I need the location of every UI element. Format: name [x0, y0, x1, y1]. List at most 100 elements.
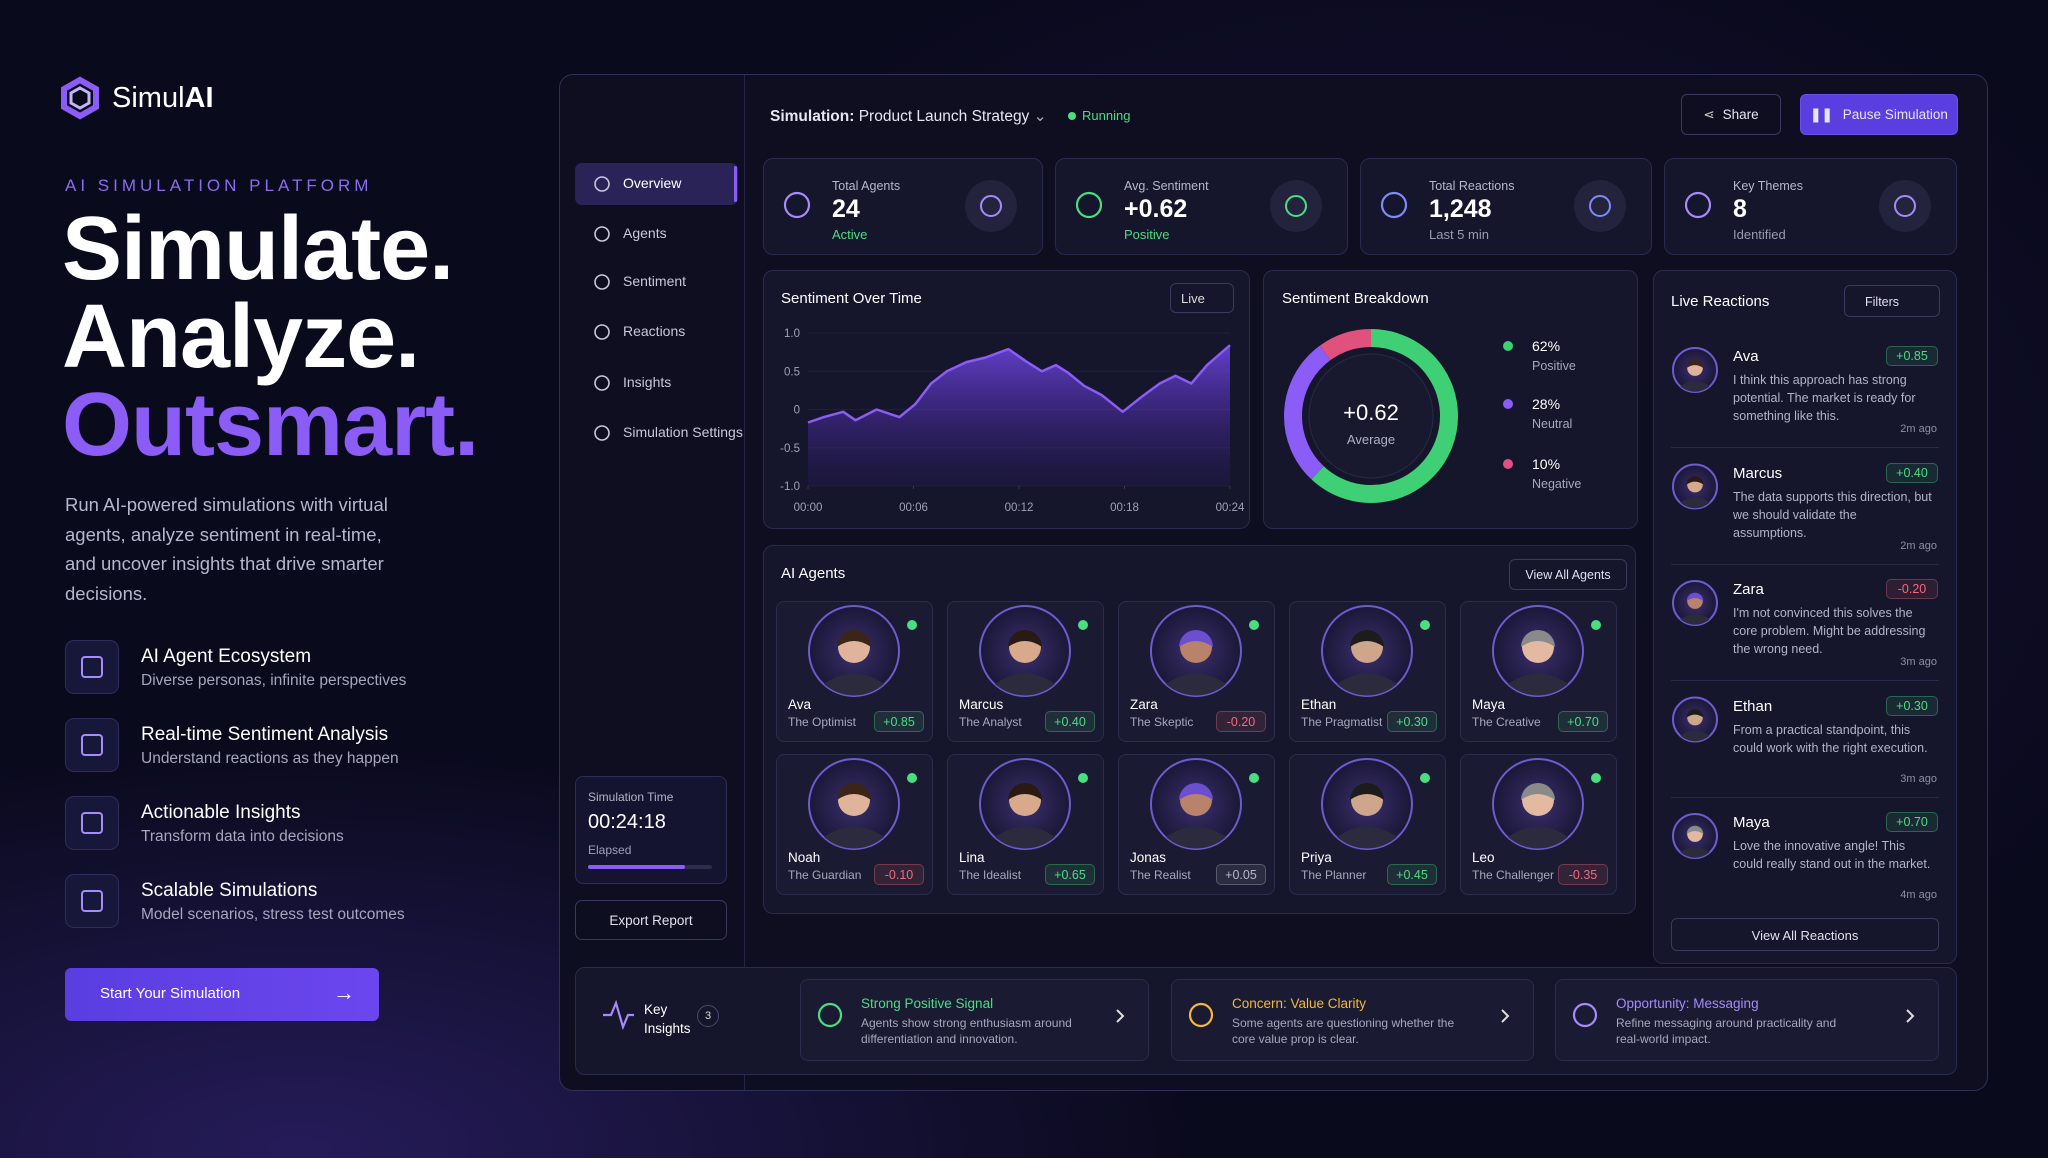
stat-value: 1,248: [1429, 195, 1492, 223]
agent-name: Zara: [1130, 697, 1158, 712]
nav-item[interactable]: Reactions: [623, 323, 686, 339]
filters-button[interactable]: Filters: [1844, 285, 1940, 317]
chart-mode[interactable]: Live: [1170, 283, 1234, 313]
insight-text: Some agents are questioning whether the …: [1232, 1016, 1455, 1046]
agent-role: The Guardian: [788, 868, 862, 882]
agent-name: Ava: [788, 697, 812, 712]
agent-role: The Skeptic: [1130, 715, 1194, 729]
cta-button[interactable]: Start Your Simulation →: [65, 968, 379, 1021]
reaction-text: I'm not convinced this solves the core p…: [1733, 606, 1926, 656]
status-dot: [1068, 112, 1076, 120]
insight-card[interactable]: [1555, 979, 1939, 1061]
feature-text: Model scenarios, stress test outcomes: [141, 906, 405, 923]
pause-icon: ❚❚: [1810, 106, 1833, 122]
insight-title: Strong Positive Signal: [861, 996, 994, 1011]
agent-role: The Analyst: [959, 715, 1022, 729]
reactions-button[interactable]: View All Reactions: [1671, 918, 1939, 951]
stat-label: Total Reactions: [1429, 179, 1515, 193]
nav-item[interactable]: Overview: [623, 175, 682, 191]
topbar-name: Product Launch Strategy: [858, 108, 1030, 125]
agent-score: +0.85: [874, 711, 924, 732]
reaction-score: +0.30: [1886, 695, 1938, 716]
feature-title: Real-time Sentiment Analysis: [141, 724, 389, 745]
stat-note: Positive: [1124, 227, 1170, 242]
reaction-divider: [1671, 796, 1939, 798]
reaction-score: +0.85: [1886, 346, 1938, 366]
chevron: ⌄: [1033, 108, 1047, 125]
reaction-time: 3m ago: [1900, 656, 1937, 668]
stat-note: Active: [832, 227, 868, 242]
topbar-label: Simulation:: [770, 108, 855, 125]
feature-text: Understand reactions as they happen: [141, 750, 399, 767]
stat-card: [763, 158, 1043, 255]
status: Running: [1068, 108, 1130, 123]
stat-value: 8: [1733, 195, 1747, 223]
reaction-name: Ava: [1733, 348, 1759, 365]
agent-score: +0.70: [1558, 711, 1608, 732]
share-button[interactable]: ⋖ Share: [1681, 94, 1781, 135]
headline-line: Simulate.: [62, 199, 454, 299]
nav-item[interactable]: Sentiment: [623, 273, 687, 289]
cta-arrow: →: [333, 980, 355, 1005]
nav-item[interactable]: Simulation Settings: [623, 424, 743, 440]
insight-card[interactable]: [1171, 979, 1534, 1061]
stat-card: [1055, 158, 1348, 255]
nav-item[interactable]: Insights: [623, 374, 672, 390]
stat-note: Last 5 min: [1429, 227, 1489, 242]
reaction-text: Love the innovative angle! This could re…: [1733, 839, 1931, 871]
reaction-score: -0.20: [1886, 579, 1938, 599]
agent-name: Priya: [1301, 850, 1332, 865]
agent-name: Marcus: [959, 697, 1004, 712]
brand: SimulAI: [112, 82, 214, 115]
donut-card: [1263, 270, 1638, 529]
cta-label: Start Your Simulation: [100, 985, 241, 1002]
insight-title: Concern: Value Clarity: [1232, 996, 1367, 1011]
agent-role: The Planner: [1301, 868, 1367, 882]
agent-name: Jonas: [1130, 850, 1167, 865]
insight-card[interactable]: [800, 979, 1149, 1061]
agent-score: -0.35: [1558, 864, 1608, 885]
agents-title: AI Agents: [781, 565, 846, 582]
reaction-text: The data supports this direction, but we…: [1733, 489, 1932, 540]
agent-name: Noah: [788, 850, 821, 865]
headline-line: Analyze.: [62, 287, 420, 387]
insight-text: Agents show strong enthusiasm around dif…: [861, 1016, 1072, 1046]
reaction-time: 2m ago: [1900, 423, 1937, 435]
reaction-name: Ethan: [1733, 697, 1773, 715]
reaction-text: I think this approach has strong potenti…: [1733, 373, 1916, 423]
stat-value: +0.62: [1124, 195, 1188, 223]
timer-note: Elapsed: [588, 843, 632, 857]
feature-icon-box: [65, 796, 119, 850]
sidebar-divider: [744, 75, 745, 1090]
agent-score: +0.65: [1045, 864, 1095, 885]
agent-score: +0.45: [1387, 864, 1437, 885]
agents-button[interactable]: View All Agents: [1509, 559, 1627, 590]
reaction-name: Maya: [1733, 814, 1770, 831]
export-button[interactable]: Export Report: [575, 900, 727, 940]
nav-accent: [734, 166, 737, 202]
stat-card: [1664, 158, 1957, 255]
pause-button[interactable]: ❚❚ Pause Simulation: [1800, 94, 1958, 135]
stat-label: Avg. Sentiment: [1124, 179, 1209, 193]
topbar-title[interactable]: Simulation: Product Launch Strategy ⌄: [770, 107, 1047, 126]
reaction-score: +0.40: [1886, 462, 1938, 483]
nav-item[interactable]: Agents: [623, 225, 667, 241]
timer-label: Simulation Time: [588, 790, 674, 804]
agent-score: +0.40: [1045, 711, 1095, 732]
agent-score: +0.30: [1387, 711, 1437, 732]
feature-text: Diverse personas, infinite perspectives: [141, 672, 407, 689]
reactions-title: Live Reactions: [1671, 293, 1770, 310]
insights-count: 3: [697, 1005, 719, 1027]
timer-value: 00:24:18: [588, 811, 666, 833]
donut-title: Sentiment Breakdown: [1282, 290, 1429, 307]
feature-icon-box: [65, 640, 119, 694]
chart-title: Sentiment Over Time: [781, 290, 922, 307]
reaction-time: 2m ago: [1900, 539, 1937, 552]
logo-hex: [61, 76, 99, 120]
agent-role: The Challenger: [1472, 868, 1555, 882]
status-label: Running: [1082, 108, 1131, 123]
insights-title: Key Insights: [644, 1002, 691, 1036]
timer-progress: [588, 865, 685, 869]
insight-title: Opportunity: Messaging: [1616, 996, 1759, 1011]
